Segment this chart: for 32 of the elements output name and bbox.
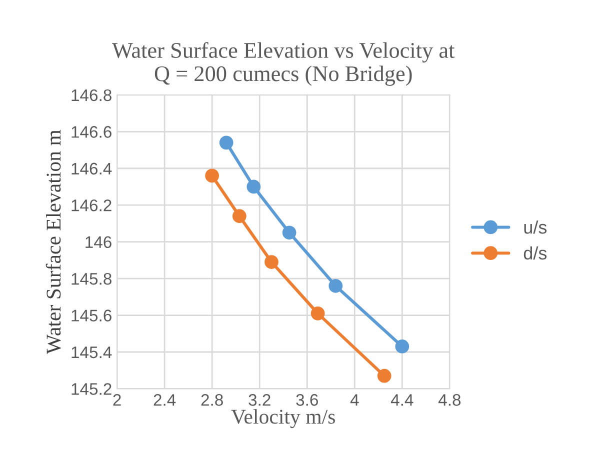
- point: [232, 209, 246, 224]
- x-tick-label: 4.4: [390, 394, 414, 406]
- y-tick-label: 146.2: [72, 199, 112, 212]
- point: [246, 180, 261, 194]
- legend-label: u/s: [524, 220, 547, 234]
- x-tick-label: 3.6: [296, 394, 318, 406]
- x-axis-title: Velocity m/s: [231, 409, 335, 428]
- y-tick-label: 146.6: [72, 126, 112, 138]
- y-tick-label: 145.2: [72, 383, 112, 395]
- legend-label: d/s: [524, 246, 547, 260]
- x-tick-label: 2.8: [201, 394, 223, 406]
- point: [264, 255, 278, 269]
- x-tick-label: 4: [350, 394, 359, 406]
- point: [219, 136, 234, 150]
- point: [310, 306, 325, 320]
- point: [282, 226, 296, 240]
- x-tick-label: 4.8: [438, 394, 461, 406]
- y-tick-label: 145.4: [72, 346, 112, 358]
- point: [328, 278, 343, 293]
- y-tick-label: 146: [86, 236, 112, 248]
- y-axis-title: Water Surface Elevation m: [46, 130, 61, 354]
- chart-title: Water Surface Elevation vs Velocity at Q = 200 cumecs (No Bridge): [112, 42, 455, 86]
- y-tick-label: 146.8: [72, 89, 112, 102]
- point: [205, 168, 220, 183]
- point: [377, 368, 392, 383]
- x-tick-label: 2: [113, 394, 121, 406]
- x-tick-label: 3.2: [248, 394, 270, 406]
- y-tick-label: 146.4: [72, 162, 112, 175]
- y-tick-label: 145.8: [72, 272, 112, 285]
- y-tick-label: 145.6: [72, 310, 112, 322]
- point: [395, 340, 410, 354]
- x-tick-label: 2.4: [154, 394, 176, 406]
